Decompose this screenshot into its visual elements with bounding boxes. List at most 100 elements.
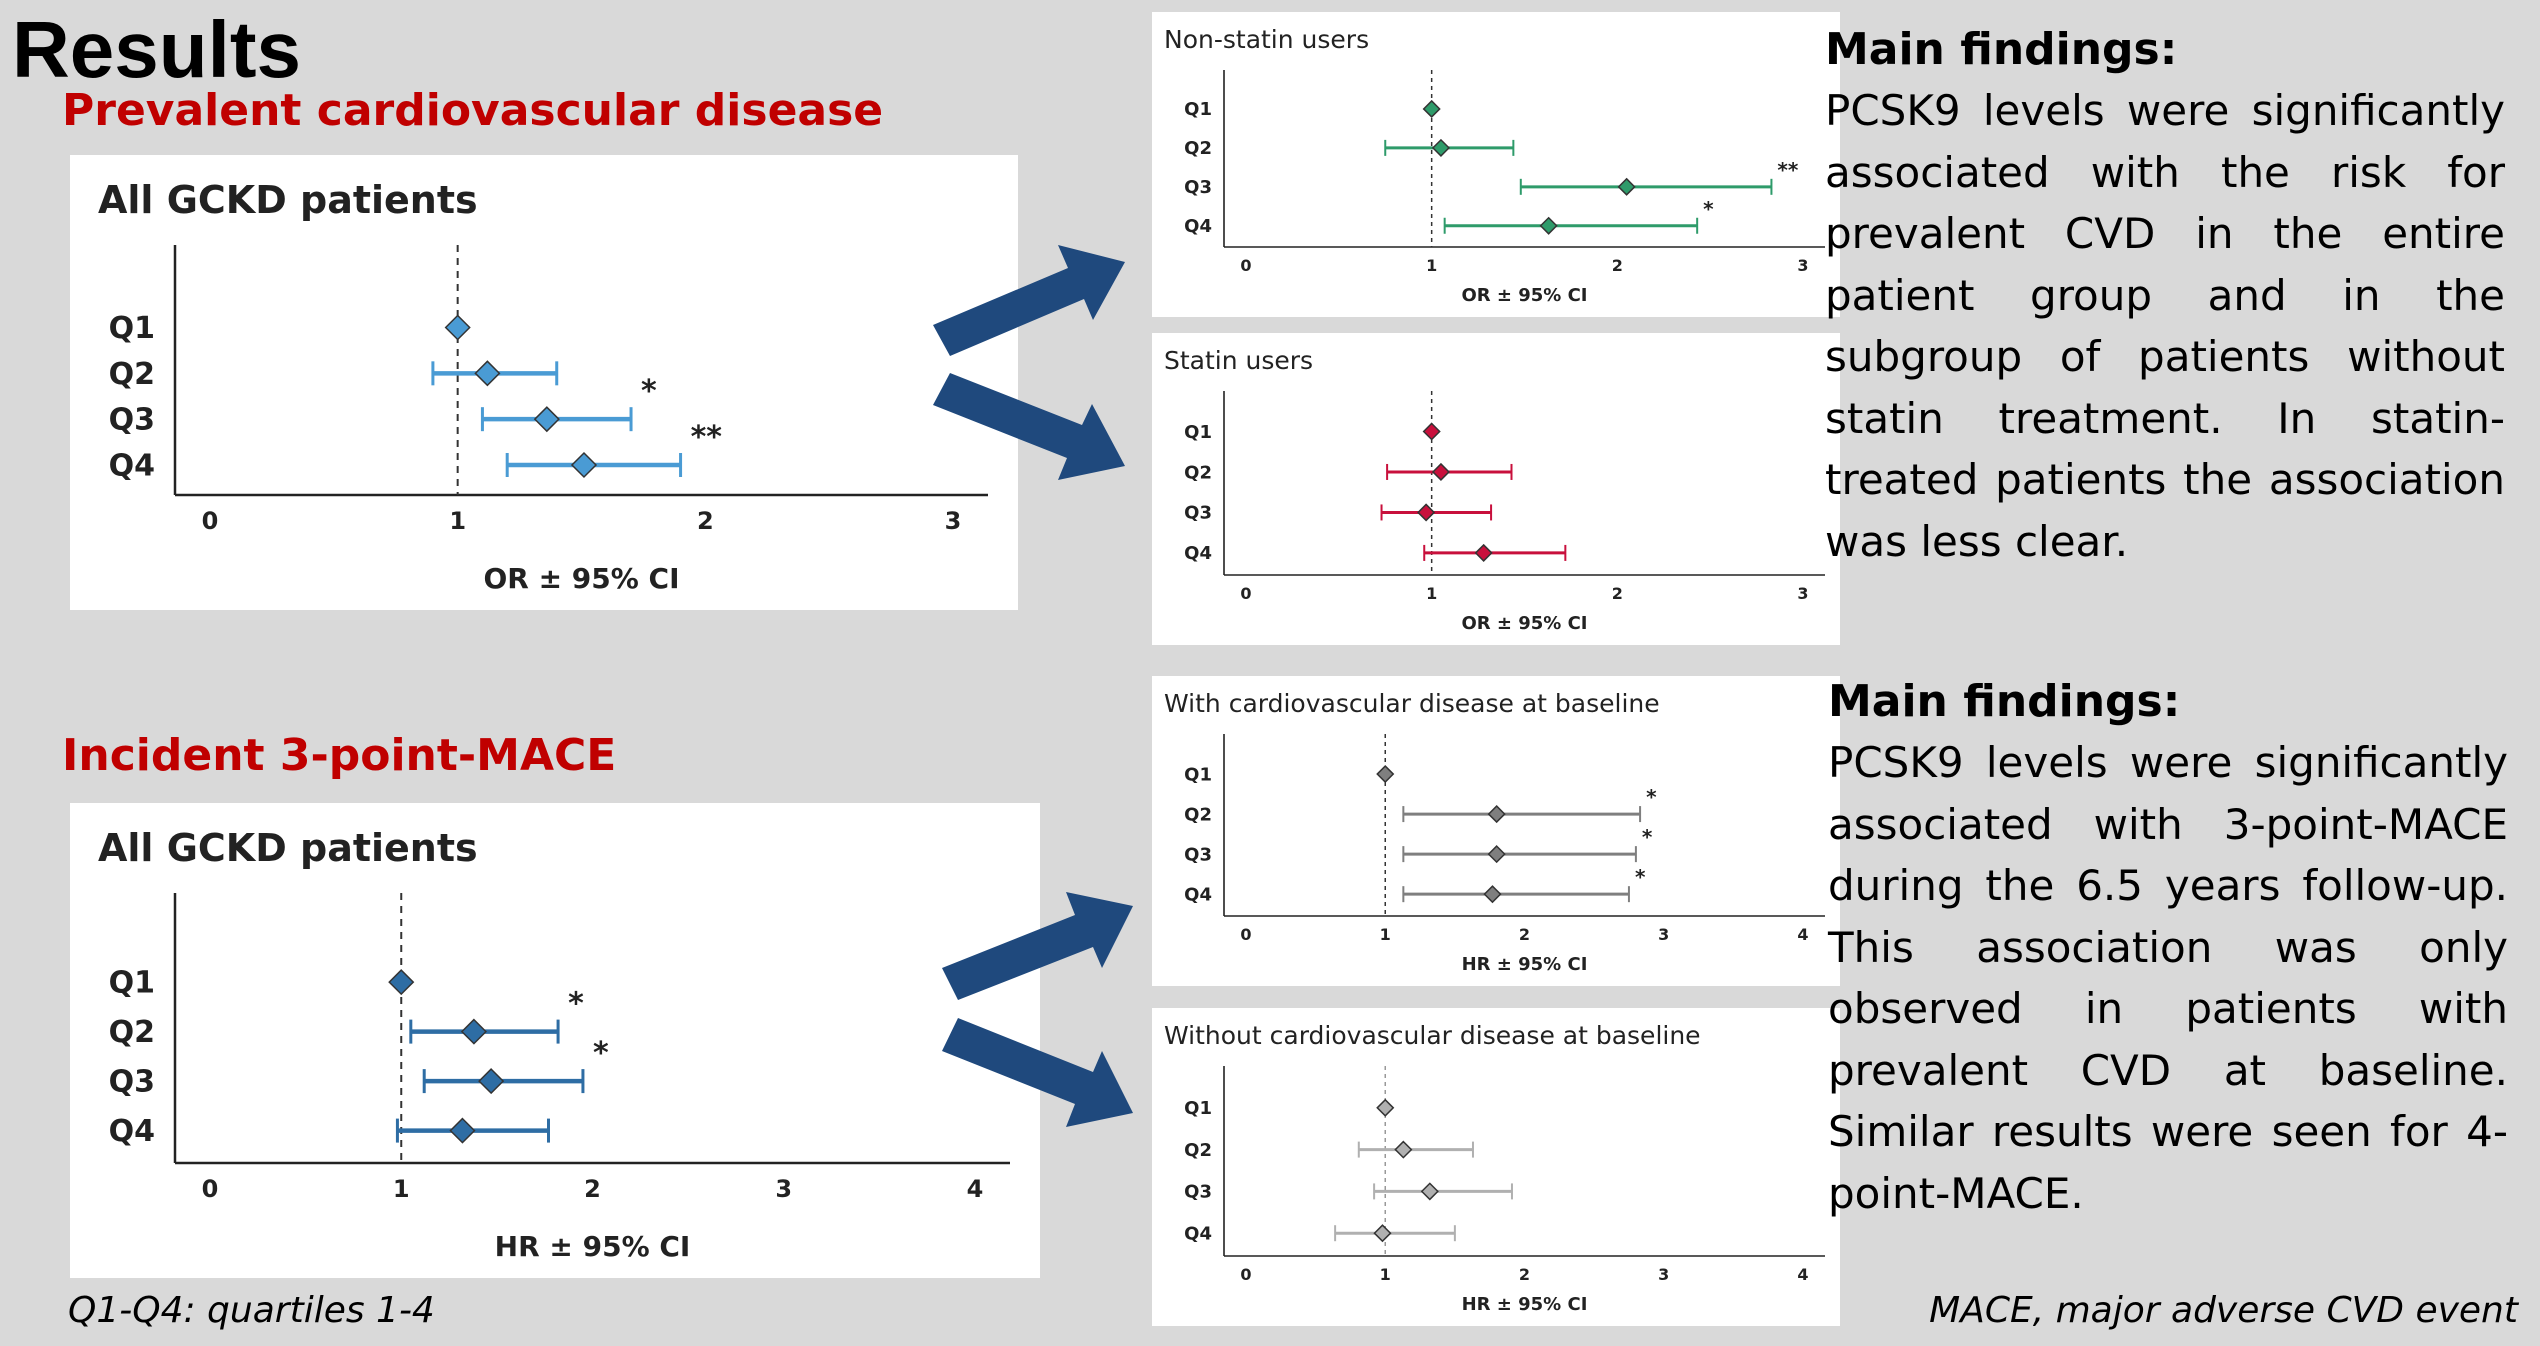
estimate-marker bbox=[1422, 422, 1441, 441]
x-tick-label: 1 bbox=[449, 507, 466, 535]
findings-text: PCSK9 levels were significantly associat… bbox=[1828, 738, 2508, 1218]
x-tick-label: 4 bbox=[967, 1175, 984, 1203]
x-tick-label: 3 bbox=[1658, 1265, 1669, 1284]
x-tick-label: 4 bbox=[1797, 1265, 1808, 1284]
significance-marker: ** bbox=[1777, 158, 1798, 182]
estimate-marker bbox=[1417, 503, 1436, 522]
x-tick-label: 2 bbox=[584, 1175, 601, 1203]
chart-title: All GCKD patients bbox=[98, 826, 478, 870]
category-label: Q2 bbox=[1184, 462, 1212, 483]
x-axis-label: HR ± 95% CI bbox=[1462, 954, 1588, 975]
arrow-icon bbox=[933, 373, 1125, 480]
estimate-marker bbox=[444, 314, 471, 341]
estimate-marker bbox=[1376, 1098, 1395, 1117]
x-tick-label: 3 bbox=[945, 507, 962, 535]
forest-plot-svg: All GCKD patients 0 1 2 3 4 HR ± 95% CI Q1 Q2 * Q3… bbox=[98, 826, 1010, 1263]
estimate-marker bbox=[533, 406, 560, 433]
category-label: Q4 bbox=[109, 1114, 155, 1149]
category-label: Q3 bbox=[1184, 844, 1212, 865]
significance-marker: * bbox=[641, 374, 657, 409]
estimate-marker bbox=[1483, 885, 1502, 904]
x-tick-label: 1 bbox=[393, 1175, 410, 1203]
significance-marker: * bbox=[1703, 197, 1714, 221]
chart-title: All GCKD patients bbox=[98, 178, 478, 222]
category-label: Q1 bbox=[109, 311, 155, 346]
x-tick-label: 3 bbox=[1658, 925, 1669, 944]
estimate-marker bbox=[388, 969, 415, 996]
x-tick-label: 0 bbox=[202, 507, 219, 535]
footnote-quartiles: Q1-Q4: quartiles 1-4 bbox=[68, 1290, 435, 1331]
x-tick-label: 1 bbox=[1426, 256, 1437, 275]
chart-title: Without cardiovascular disease at baseli… bbox=[1164, 1021, 1701, 1050]
category-label: Q1 bbox=[1184, 1098, 1212, 1119]
forest-plot-svg: All GCKD patients 0 1 2 3 OR ± 95% CI Q1 Q2 Q3 * Q… bbox=[98, 178, 988, 595]
x-tick-label: 0 bbox=[1240, 1265, 1251, 1284]
estimate-marker bbox=[478, 1068, 505, 1095]
category-label: Q4 bbox=[1184, 1224, 1212, 1245]
significance-marker: * bbox=[1635, 865, 1646, 889]
category-label: Q3 bbox=[109, 1065, 155, 1100]
estimate-marker bbox=[1422, 99, 1441, 119]
estimate-marker bbox=[1617, 177, 1636, 196]
x-tick-label: 4 bbox=[1797, 925, 1808, 944]
estimate-marker bbox=[449, 1117, 476, 1144]
forest-plot-svg: Without cardiovascular disease at baseli… bbox=[1164, 1021, 1825, 1315]
x-tick-label: 3 bbox=[775, 1175, 792, 1203]
estimate-marker bbox=[1487, 805, 1506, 824]
x-tick-label: 3 bbox=[1797, 256, 1808, 275]
category-label: Q2 bbox=[109, 1015, 155, 1050]
significance-marker: * bbox=[1646, 785, 1657, 809]
category-label: Q4 bbox=[1184, 884, 1212, 905]
x-tick-label: 1 bbox=[1426, 584, 1437, 603]
x-axis-label: OR ± 95% CI bbox=[1461, 613, 1587, 634]
category-label: Q3 bbox=[109, 403, 155, 438]
forest-plot-panel: Statin users 0 1 2 3 OR ± 95% CI Q1 Q2 Q3 Q4 bbox=[1152, 333, 1840, 645]
forest-plot-panel: With cardiovascular disease at baseline 0… bbox=[1152, 676, 1840, 986]
section-title-incident: Incident 3-point-MACE bbox=[62, 730, 617, 781]
x-axis-label: HR ± 95% CI bbox=[1462, 1294, 1588, 1315]
estimate-marker bbox=[1420, 1182, 1439, 1201]
estimate-marker bbox=[474, 360, 501, 387]
estimate-marker bbox=[1394, 1140, 1413, 1159]
significance-marker: * bbox=[593, 1036, 609, 1071]
findings-text: PCSK9 levels were significantly associat… bbox=[1825, 86, 2505, 566]
x-axis-label: OR ± 95% CI bbox=[483, 562, 679, 595]
category-label: Q4 bbox=[1184, 543, 1212, 564]
section-title-prevalent: Prevalent cardiovascular disease bbox=[62, 85, 884, 136]
x-tick-label: 2 bbox=[1612, 256, 1623, 275]
category-label: Q3 bbox=[1184, 503, 1212, 524]
x-tick-label: 2 bbox=[1519, 925, 1530, 944]
chart-title: Statin users bbox=[1164, 346, 1313, 375]
x-tick-label: 1 bbox=[1380, 925, 1391, 944]
estimate-marker bbox=[1431, 138, 1451, 157]
estimate-marker bbox=[1431, 462, 1451, 482]
chart-title: With cardiovascular disease at baseline bbox=[1164, 689, 1660, 718]
category-label: Q3 bbox=[1184, 1182, 1212, 1203]
category-label: Q1 bbox=[1184, 422, 1212, 443]
forest-plot-svg: Non-statin users 0 1 2 3 OR ± 95% CI Q1 Q2 Q3 ** Q… bbox=[1164, 25, 1825, 306]
significance-marker: * bbox=[568, 987, 584, 1022]
estimate-marker bbox=[1474, 543, 1493, 562]
estimate-marker bbox=[460, 1018, 487, 1045]
findings-block-1: Main findings: PCSK9 levels were signifi… bbox=[1825, 20, 2505, 572]
arrow-icon bbox=[942, 1018, 1133, 1127]
arrow-icon bbox=[942, 892, 1133, 1000]
category-label: Q3 bbox=[1184, 177, 1212, 198]
forest-plot-svg: With cardiovascular disease at baseline 0… bbox=[1164, 689, 1825, 975]
category-label: Q4 bbox=[109, 449, 155, 484]
x-tick-label: 2 bbox=[697, 507, 714, 535]
forest-plot-panel: All GCKD patients 0 1 2 3 OR ± 95% CI Q1 Q2 Q3 * Q… bbox=[70, 155, 1018, 610]
estimate-marker bbox=[1376, 764, 1395, 784]
category-label: Q1 bbox=[1184, 764, 1212, 785]
x-tick-label: 3 bbox=[1797, 584, 1808, 603]
category-label: Q2 bbox=[1184, 1140, 1212, 1161]
x-tick-label: 0 bbox=[202, 1175, 219, 1203]
findings-heading: Main findings: bbox=[1825, 24, 2178, 75]
x-axis-label: OR ± 95% CI bbox=[1461, 285, 1587, 306]
estimate-marker bbox=[570, 451, 598, 479]
page-title: Results bbox=[12, 5, 301, 94]
estimate-marker bbox=[1373, 1224, 1392, 1243]
category-label: Q1 bbox=[109, 966, 155, 1001]
estimate-marker bbox=[1539, 216, 1558, 235]
category-label: Q2 bbox=[109, 357, 155, 392]
